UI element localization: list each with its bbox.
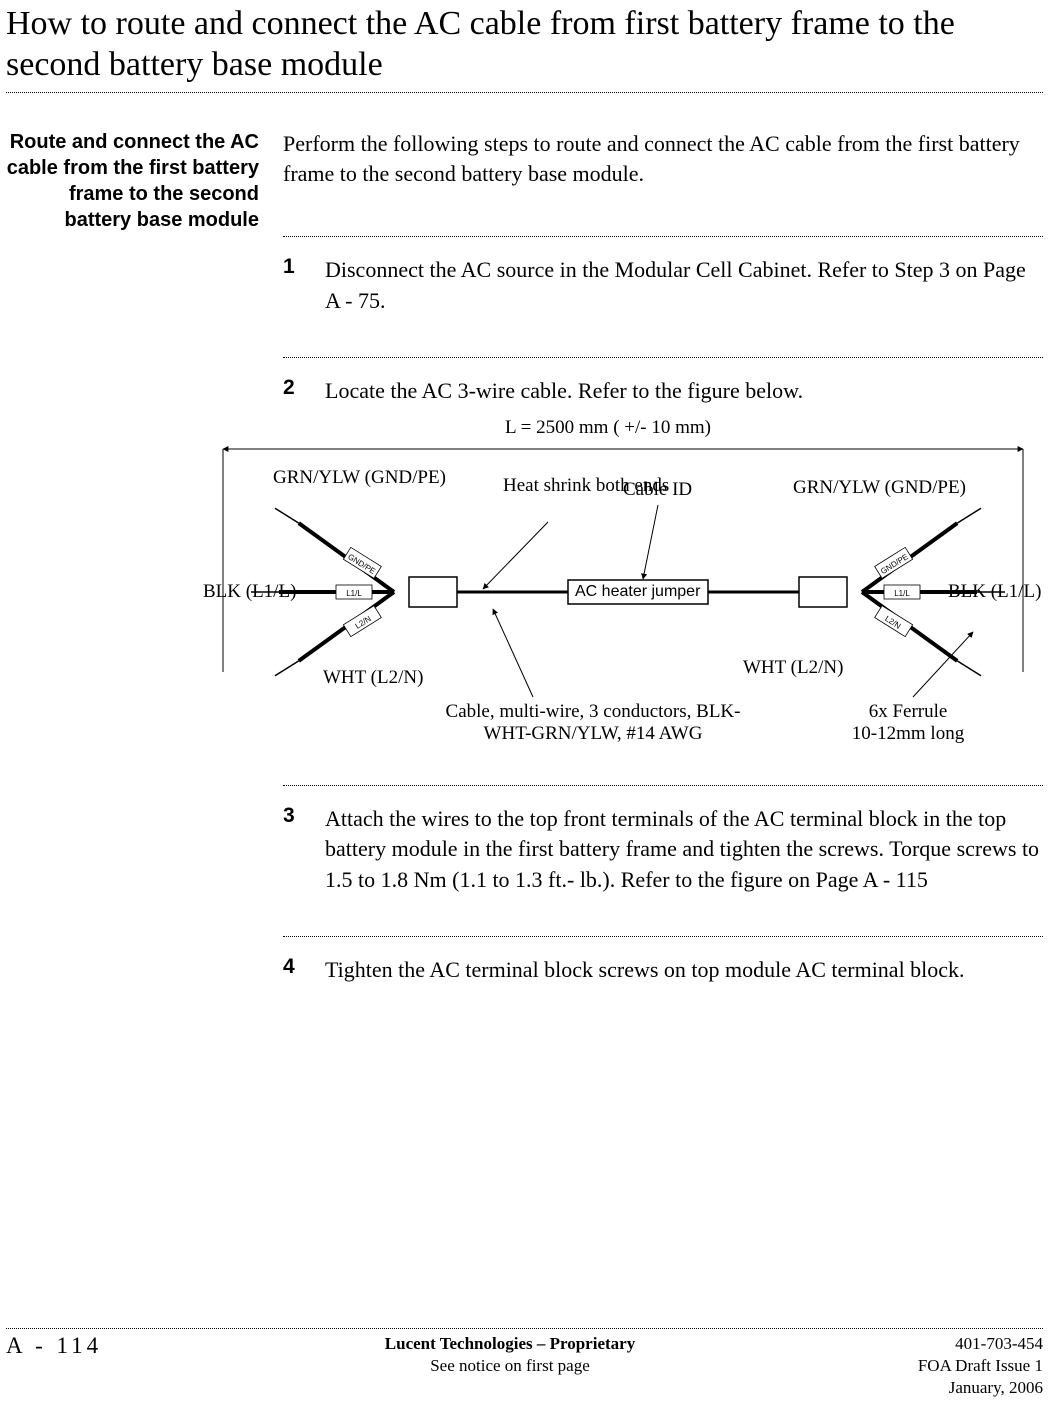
- step-number: 4: [283, 955, 325, 986]
- ac-heater-jumper: AC heater jumper: [575, 583, 700, 601]
- ferrule-l1: 6x Ferrule: [869, 701, 948, 722]
- cable-spec-l1: Cable, multi-wire, 3 conductors, BLK-: [446, 701, 741, 722]
- step-sep-3: [283, 785, 1043, 786]
- footer-docnum: 401-703-454: [918, 1333, 1043, 1355]
- footer-center: Lucent Technologies – Proprietary See no…: [385, 1333, 635, 1399]
- cable-spec: Cable, multi-wire, 3 conductors, BLK- WH…: [423, 701, 763, 747]
- main-column: Perform the following steps to route and…: [283, 129, 1043, 986]
- step-sep-1: [283, 236, 1043, 237]
- page-title: How to route and connect the AC cable fr…: [6, 0, 1043, 86]
- blk-left: BLK (L1/L): [203, 581, 296, 603]
- title-separator: [6, 92, 1043, 93]
- step-number: 3: [283, 804, 325, 896]
- ferrule-note: 6x Ferrule 10-12mm long: [838, 701, 978, 747]
- footer-notice: See notice on first page: [385, 1355, 635, 1377]
- wht-left: WHT (L2/N): [323, 667, 423, 689]
- footer-proprietary: Lucent Technologies – Proprietary: [385, 1333, 635, 1355]
- cable-figure: GND/PEL1/LL2/NGND/PEL1/LL2/N L = 2500 mm…: [173, 417, 1043, 767]
- grn-ylw-right: GRN/YLW (GND/PE): [793, 477, 966, 499]
- blk-right: BLK (L1/L): [948, 581, 1041, 603]
- step-text: Locate the AC 3-wire cable. Refer to the…: [325, 376, 1043, 407]
- step-number: 1: [283, 255, 325, 317]
- svg-text:L1/L: L1/L: [894, 589, 910, 598]
- cable-spec-l2: WHT-GRN/YLW, #14 AWG: [484, 723, 703, 744]
- svg-text:L1/L: L1/L: [346, 589, 362, 598]
- grn-ylw-left: GRN/YLW (GND/PE): [273, 467, 446, 489]
- step-4: 4 Tighten the AC terminal block screws o…: [283, 955, 1043, 986]
- cable-id-label: Cable ID: [623, 479, 692, 501]
- page-number: A - 114: [6, 1333, 102, 1399]
- heat-shrink-label: Heat shrink both ends: [503, 475, 598, 497]
- footer-separator: [6, 1328, 1043, 1329]
- step-text: Attach the wires to the top front termin…: [325, 804, 1043, 896]
- step-sep-4: [283, 936, 1043, 937]
- side-heading: Route and connect the AC cable from the …: [6, 129, 259, 233]
- wht-right: WHT (L2/N): [743, 657, 843, 679]
- footer-right: 401-703-454 FOA Draft Issue 1 January, 2…: [918, 1333, 1043, 1399]
- step-text: Tighten the AC terminal block screws on …: [325, 955, 1043, 986]
- footer-issue: FOA Draft Issue 1: [918, 1355, 1043, 1377]
- ferrule-l2: 10-12mm long: [852, 723, 964, 744]
- intro-text: Perform the following steps to route and…: [283, 129, 1043, 191]
- footer-date: January, 2006: [918, 1377, 1043, 1399]
- step-1: 1 Disconnect the AC source in the Modula…: [283, 255, 1043, 317]
- step-text: Disconnect the AC source in the Modular …: [325, 255, 1043, 317]
- length-label: L = 2500 mm ( +/- 10 mm): [493, 417, 723, 439]
- step-3: 3 Attach the wires to the top front term…: [283, 804, 1043, 896]
- intro-block: Route and connect the AC cable from the …: [6, 129, 1043, 986]
- step-number: 2: [283, 376, 325, 407]
- page-footer: A - 114 Lucent Technologies – Proprietar…: [6, 1328, 1043, 1399]
- step-2: 2 Locate the AC 3-wire cable. Refer to t…: [283, 376, 1043, 407]
- step-sep-2: [283, 357, 1043, 358]
